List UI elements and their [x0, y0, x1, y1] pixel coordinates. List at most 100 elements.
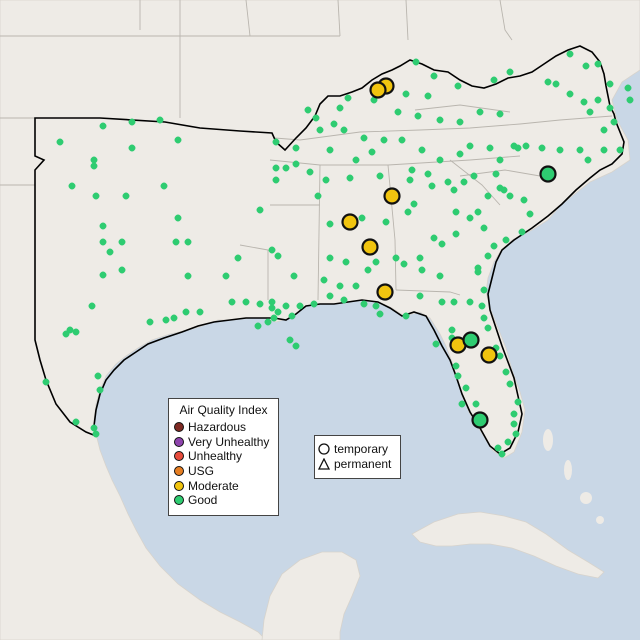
good-monitor-dot[interactable] [486, 144, 494, 152]
good-monitor-dot[interactable] [430, 234, 438, 242]
good-monitor-dot[interactable] [594, 96, 602, 104]
good-monitor-dot[interactable] [544, 78, 552, 86]
good-monitor-dot[interactable] [326, 220, 334, 228]
good-monitor-dot[interactable] [322, 176, 330, 184]
good-monitor-dot[interactable] [296, 302, 304, 310]
good-monitor-dot[interactable] [330, 120, 338, 128]
good-monitor-dot[interactable] [256, 300, 264, 308]
good-monitor-dot[interactable] [522, 142, 530, 150]
good-monitor-dot[interactable] [392, 254, 400, 262]
good-monitor-dot[interactable] [586, 108, 594, 116]
good-monitor-dot[interactable] [526, 210, 534, 218]
good-monitor-dot[interactable] [72, 328, 80, 336]
good-monitor-dot[interactable] [580, 98, 588, 106]
good-monitor-dot[interactable] [480, 286, 488, 294]
good-monitor-dot[interactable] [466, 142, 474, 150]
good-monitor-dot[interactable] [346, 174, 354, 182]
good-monitor-dot[interactable] [162, 316, 170, 324]
good-monitor-dot[interactable] [444, 178, 452, 186]
good-monitor-dot[interactable] [320, 276, 328, 284]
good-monitor-dot[interactable] [502, 236, 510, 244]
good-monitor-dot[interactable] [450, 298, 458, 306]
good-monitor-dot[interactable] [228, 298, 236, 306]
good-monitor-dot[interactable] [480, 224, 488, 232]
good-monitor-dot[interactable] [520, 196, 528, 204]
good-monitor-dot[interactable] [472, 400, 480, 408]
good-monitor-dot[interactable] [436, 116, 444, 124]
good-monitor-dot[interactable] [436, 156, 444, 164]
good-monitor-dot[interactable] [418, 146, 426, 154]
good-monitor-dot[interactable] [432, 340, 440, 348]
good-monitor-dot[interactable] [600, 126, 608, 134]
good-monitor-dot[interactable] [466, 298, 474, 306]
good-monitor-dot[interactable] [170, 314, 178, 322]
good-monitor-dot[interactable] [90, 162, 98, 170]
good-monitor-dot[interactable] [174, 136, 182, 144]
good-monitor-dot[interactable] [56, 138, 64, 146]
good-monitor-dot[interactable] [316, 126, 324, 134]
good-monitor-dot[interactable] [500, 186, 508, 194]
good-monitor-dot[interactable] [382, 218, 390, 226]
good-monitor-dot[interactable] [292, 160, 300, 168]
good-monitor-dot[interactable] [514, 398, 522, 406]
good-monitor-dot[interactable] [414, 112, 422, 120]
good-monitor-dot[interactable] [416, 292, 424, 300]
good-monitor-dot[interactable] [358, 214, 366, 222]
good-monitor-dot[interactable] [92, 430, 100, 438]
good-monitor-dot[interactable] [398, 136, 406, 144]
good-monitor-dot[interactable] [94, 372, 102, 380]
good-monitor-points[interactable] [42, 50, 634, 458]
good-monitor-dot[interactable] [326, 254, 334, 262]
good-monitor-dot[interactable] [404, 208, 412, 216]
good-monitor-dot[interactable] [410, 200, 418, 208]
good-monitor-dot[interactable] [458, 400, 466, 408]
moderate-monitor-marker[interactable] [361, 238, 379, 256]
good-monitor-dot[interactable] [474, 268, 482, 276]
good-monitor-dot[interactable] [99, 238, 107, 246]
good-monitor-dot[interactable] [254, 322, 262, 330]
good-monitor-dot[interactable] [504, 438, 512, 446]
good-monitor-dot[interactable] [156, 116, 164, 124]
good-monitor-dot[interactable] [514, 144, 522, 152]
good-monitor-dot[interactable] [222, 272, 230, 280]
good-monitor-dot[interactable] [282, 164, 290, 172]
good-monitor-dot[interactable] [412, 58, 420, 66]
good-monitor-dot[interactable] [512, 430, 520, 438]
good-monitor-dot[interactable] [452, 362, 460, 370]
good-monitor-dot[interactable] [594, 60, 602, 68]
good-monitor-dot[interactable] [400, 260, 408, 268]
good-monitor-dot[interactable] [506, 380, 514, 388]
good-monitor-dot[interactable] [99, 122, 107, 130]
good-monitor-dot[interactable] [182, 308, 190, 316]
good-monitor-dot[interactable] [99, 271, 107, 279]
good-monitor-dot[interactable] [92, 192, 100, 200]
good-monitor-dot[interactable] [288, 312, 296, 320]
good-monitor-dot[interactable] [160, 182, 168, 190]
good-monitor-dot[interactable] [196, 308, 204, 316]
good-monitor-dot[interactable] [344, 94, 352, 102]
good-monitor-dot[interactable] [474, 208, 482, 216]
good-monitor-dot[interactable] [342, 258, 350, 266]
good-monitor-marker[interactable] [539, 165, 557, 183]
good-monitor-dot[interactable] [106, 248, 114, 256]
good-monitor-dot[interactable] [376, 310, 384, 318]
good-monitor-dot[interactable] [340, 296, 348, 304]
good-monitor-dot[interactable] [256, 206, 264, 214]
good-monitor-dot[interactable] [122, 192, 130, 200]
good-monitor-dot[interactable] [582, 62, 590, 70]
good-monitor-dot[interactable] [462, 384, 470, 392]
moderate-monitor-points[interactable] [341, 77, 498, 364]
good-monitor-marker[interactable] [471, 411, 489, 429]
good-monitor-dot[interactable] [340, 126, 348, 134]
good-monitor-dot[interactable] [518, 228, 526, 236]
good-monitor-dot[interactable] [430, 72, 438, 80]
good-monitor-dot[interactable] [402, 312, 410, 320]
good-large-monitor-points[interactable] [462, 165, 557, 429]
good-monitor-dot[interactable] [292, 144, 300, 152]
good-monitor-dot[interactable] [292, 342, 300, 350]
good-monitor-dot[interactable] [452, 230, 460, 238]
good-monitor-dot[interactable] [610, 118, 618, 126]
good-monitor-dot[interactable] [460, 178, 468, 186]
good-monitor-dot[interactable] [538, 144, 546, 152]
good-monitor-dot[interactable] [376, 172, 384, 180]
